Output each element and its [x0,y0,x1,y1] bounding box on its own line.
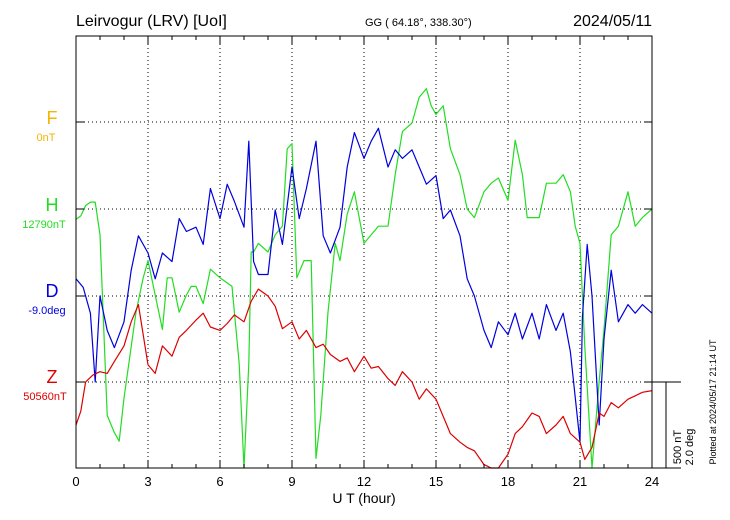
baseline-label-Z: 50560nT [23,391,67,403]
series-name-F: F [47,108,58,128]
legend-F: F 0nT [37,108,58,144]
series-name-Z: Z [47,367,58,387]
x-tick-label: 3 [144,474,151,489]
scale-field-label: 500 nT [672,430,684,465]
x-tick-label: 0 [72,474,79,489]
series-name-H: H [46,195,59,215]
series-line-Z [75,288,653,469]
legend-H: H 12790nT [22,195,66,231]
legend-Z: Z 50560nT [23,367,67,403]
series-name-D: D [46,281,59,301]
series-line-H [75,87,653,469]
legend-D: D -9.0deg [28,281,65,317]
x-tick-label: 6 [216,474,223,489]
baseline-label-F: 0nT [37,132,56,144]
scale-angle-label: 2.0 deg [684,429,696,466]
coordinates-label: GG ( 64.18°, 338.30°) [365,17,472,29]
date-label: 2024/05/11 [573,13,652,30]
x-axis-label: U T (hour) [332,490,395,506]
x-tick-labels: 0 3 6 9 12 15 18 21 24 [72,474,659,489]
x-tick-label: 18 [501,474,515,489]
x-tick-label: 12 [357,474,371,489]
scale-bar: 500 nT 2.0 deg [652,381,696,469]
x-tick-label: 24 [645,474,659,489]
series-line-D [75,127,653,443]
baseline-label-H: 12790nT [22,219,66,231]
x-tick-label: 21 [573,474,587,489]
chart-title: Leirvogur (LRV) [UoI] [76,13,227,30]
baseline-label-D: -9.0deg [28,305,65,317]
x-tick-label: 9 [288,474,295,489]
x-tick-label: 15 [429,474,443,489]
data-curves [75,87,653,469]
grid-lines [76,36,652,468]
plotted-timestamp: Plotted at 2024/05/17 21:14 UT [708,339,718,465]
x-tick-marks [75,36,653,468]
